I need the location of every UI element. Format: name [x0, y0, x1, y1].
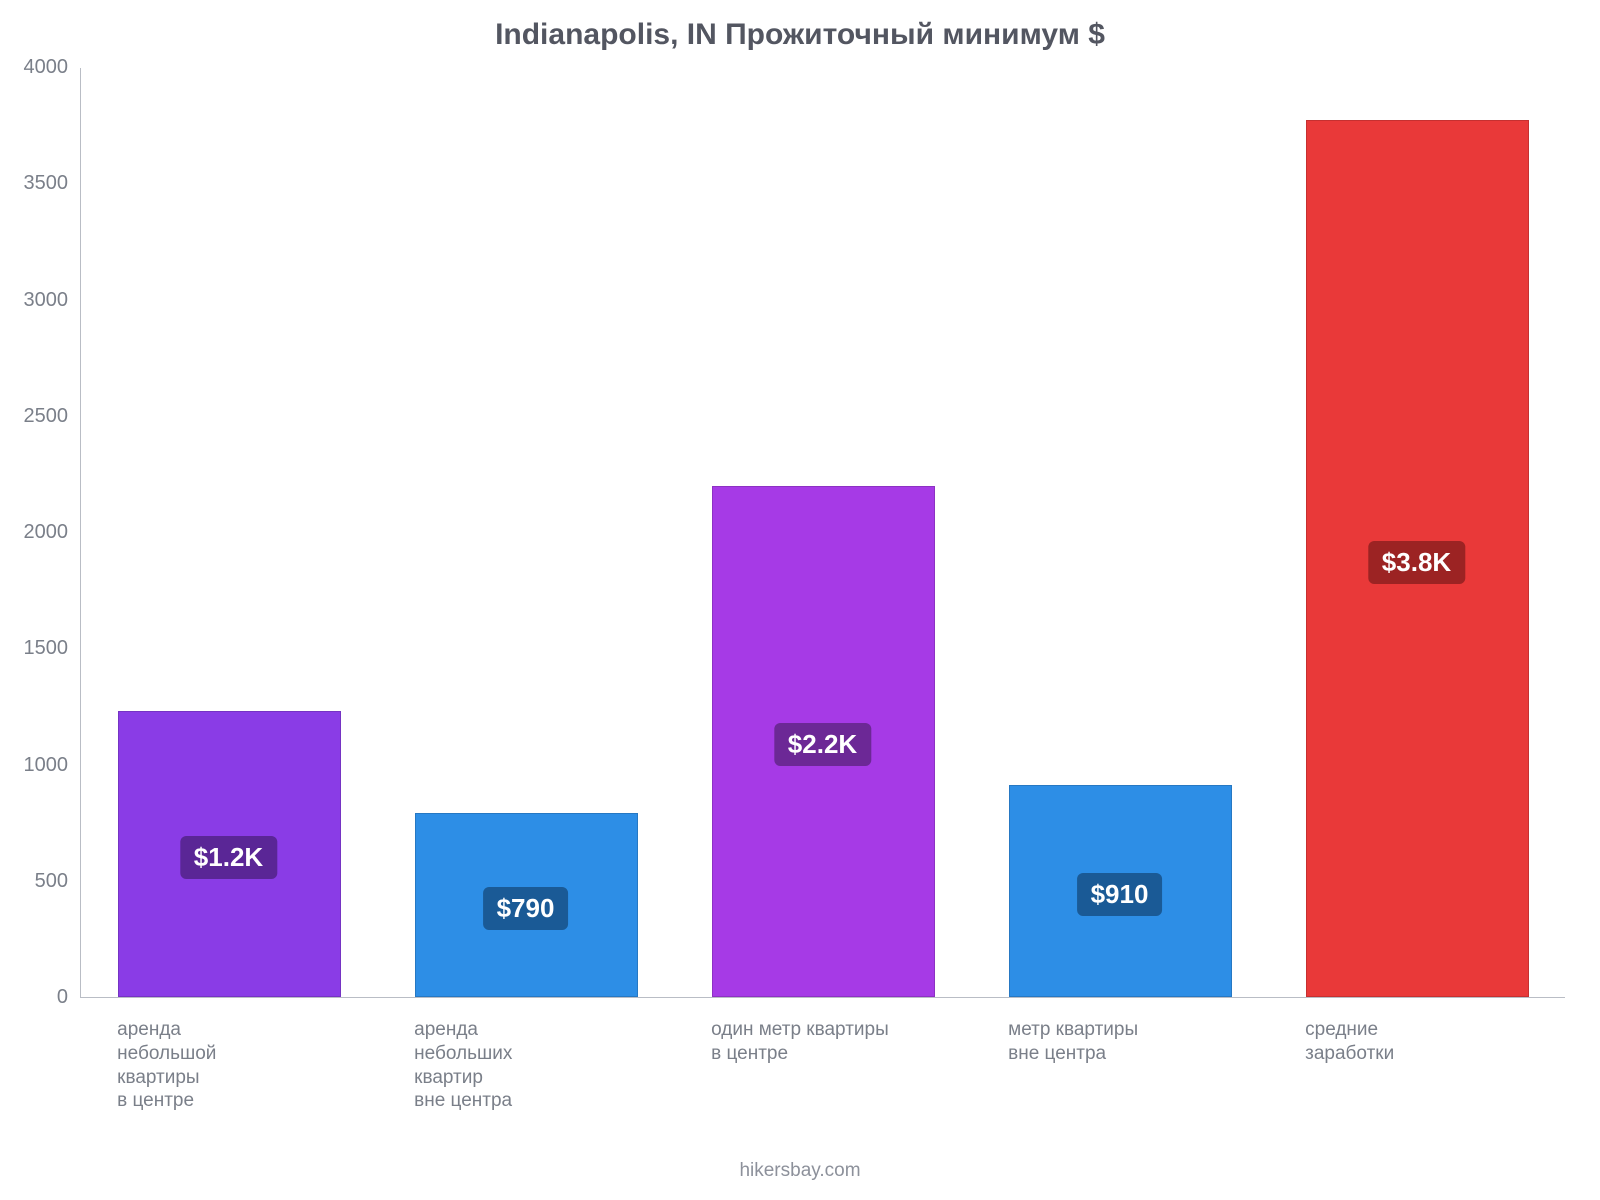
y-tick-label: 3000 — [0, 289, 68, 312]
x-category-label: средние заработки — [1305, 1018, 1568, 1066]
x-category-label: метр квартиры вне центра — [1008, 1018, 1271, 1066]
y-tick-label: 1500 — [0, 637, 68, 660]
plot-area — [80, 68, 1565, 998]
bar-value-label: $790 — [483, 887, 569, 930]
cost-of-living-chart: Indianapolis, IN Прожиточный минимум $ h… — [0, 0, 1600, 1200]
y-tick-label: 500 — [0, 870, 68, 893]
x-category-label: аренда небольших квартир вне центра — [414, 1018, 677, 1113]
y-tick-label: 2500 — [0, 405, 68, 428]
x-category-label: аренда небольшой квартиры в центре — [117, 1018, 380, 1113]
y-tick-label: 0 — [0, 986, 68, 1009]
y-tick-label: 4000 — [0, 56, 68, 79]
bar-value-label: $3.8K — [1368, 541, 1465, 584]
chart-title: Indianapolis, IN Прожиточный минимум $ — [0, 18, 1600, 52]
bar-value-label: $910 — [1077, 873, 1163, 916]
y-tick-label: 3500 — [0, 172, 68, 195]
x-category-label: один метр квартиры в центре — [711, 1018, 974, 1066]
y-tick-label: 1000 — [0, 754, 68, 777]
chart-footer: hikersbay.com — [0, 1160, 1600, 1182]
bar-value-label: $1.2K — [180, 836, 277, 879]
y-tick-label: 2000 — [0, 521, 68, 544]
bar-value-label: $2.2K — [774, 723, 871, 766]
